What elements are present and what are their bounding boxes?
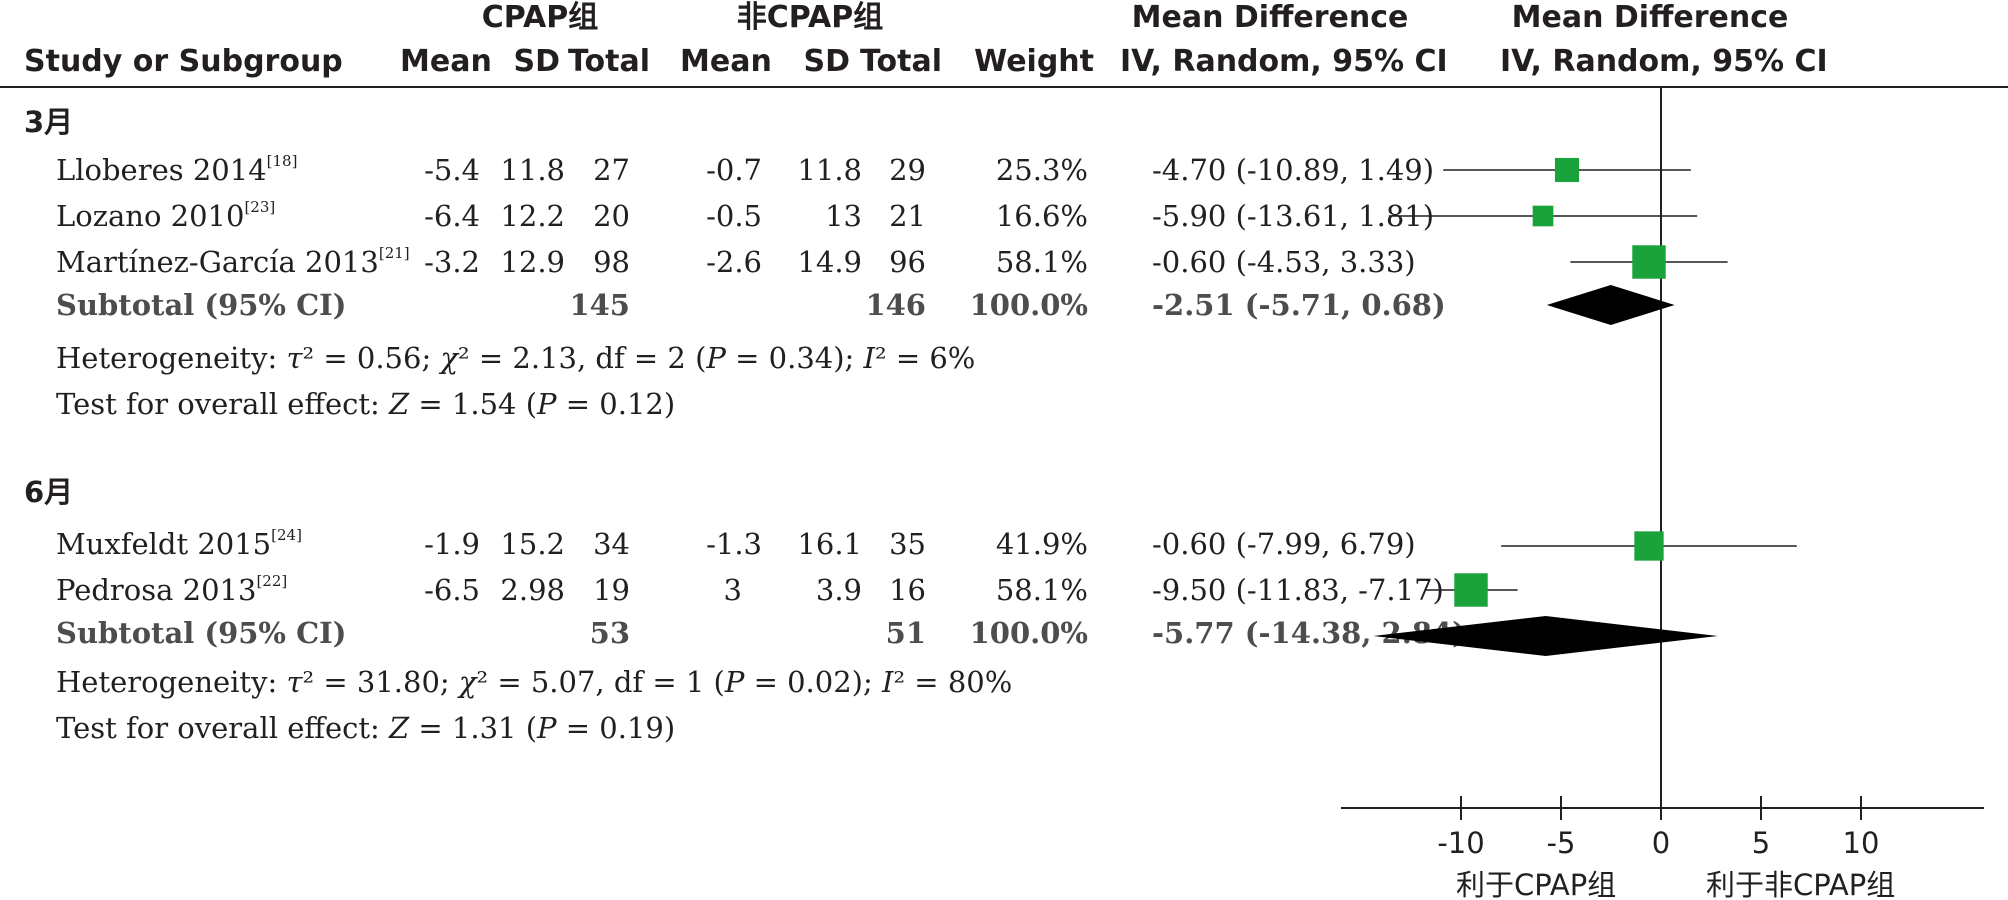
exp-mean: -1.9 <box>424 527 480 561</box>
exp-sd: 11.8 <box>500 153 565 187</box>
subtotal-label: Subtotal (95% CI) <box>56 616 347 650</box>
x-tick-label: 0 <box>1651 826 1671 860</box>
overall-effect-text: Test for overall effect: Z = 1.31 (P = 0… <box>56 711 676 745</box>
study-weight: 25.3% <box>995 153 1088 187</box>
study-ci: -9.50 (-11.83, -7.17) <box>1152 573 1444 607</box>
group-label: 3月 <box>24 105 74 139</box>
subtotal-ctrl-total: 51 <box>885 616 926 650</box>
ctrl-mean-header: Mean <box>680 44 772 79</box>
ctrl-total: 16 <box>889 573 926 607</box>
exp-mean: -6.4 <box>424 199 480 233</box>
md-method-header: IV, Random, 95% CI <box>1120 44 1448 79</box>
subtotal-ci: -2.51 (-5.71, 0.68) <box>1152 288 1446 322</box>
favours-left-label: 利于CPAP组 <box>1456 868 1617 900</box>
exp-mean-header: Mean <box>400 44 492 79</box>
heterogeneity-text: Heterogeneity: τ² = 31.80; χ² = 5.07, df… <box>56 665 1013 699</box>
exp-sd: 12.2 <box>500 199 565 233</box>
ctrl-sd-header: SD <box>803 44 850 79</box>
study-name: Muxfeldt 2015[24] <box>56 526 302 561</box>
exp-total: 98 <box>593 245 630 279</box>
study-column-header: Study or Subgroup <box>24 44 343 79</box>
exp-sd: 12.9 <box>500 245 565 279</box>
ctrl-total: 35 <box>889 527 926 561</box>
header-rule <box>0 86 2008 88</box>
x-tick-label: 5 <box>1751 826 1771 860</box>
subtotal-exp-total: 53 <box>589 616 630 650</box>
plot-column-title: Mean Difference <box>1511 0 1789 35</box>
exp-total: 27 <box>593 153 630 187</box>
ctrl-total: 21 <box>889 199 926 233</box>
exp-sd-header: SD <box>513 44 560 79</box>
study-weight: 16.6% <box>995 199 1088 233</box>
study-name: Lozano 2010[23] <box>56 198 276 233</box>
study-effect-square <box>1554 157 1580 183</box>
study-name: Pedrosa 2013[22] <box>56 572 288 607</box>
ctrl-mean: 3 <box>723 573 742 607</box>
study-weight: 58.1% <box>995 245 1088 279</box>
study-effect-square <box>1532 205 1554 227</box>
study-name: Martínez-García 2013[21] <box>56 244 410 279</box>
study-ci: -0.60 (-4.53, 3.33) <box>1152 245 1416 279</box>
exp-total: 20 <box>593 199 630 233</box>
ctrl-sd: 11.8 <box>797 153 862 187</box>
ctrl-mean: -0.5 <box>706 199 762 233</box>
subtotal-exp-total: 145 <box>569 288 630 322</box>
subtotal-weight: 100.0% <box>969 616 1088 650</box>
ctrl-mean: -2.6 <box>706 245 762 279</box>
md-column-title: Mean Difference <box>1131 0 1409 35</box>
subtotal-diamond <box>1546 285 1675 325</box>
study-ci: -5.90 (-13.61, 1.81) <box>1152 199 1435 233</box>
group-label: 6月 <box>24 475 74 509</box>
weight-header: Weight <box>974 44 1094 79</box>
group-exp-header: CPAP组 <box>481 0 599 35</box>
study-effect-square <box>1632 245 1666 279</box>
subtotal-weight: 100.0% <box>969 288 1088 322</box>
study-effect-square <box>1634 531 1664 561</box>
plot-method-header: IV, Random, 95% CI <box>1500 44 1828 79</box>
ctrl-mean: -1.3 <box>706 527 762 561</box>
exp-mean: -3.2 <box>424 245 480 279</box>
exp-mean: -6.5 <box>424 573 480 607</box>
study-weight: 41.9% <box>995 527 1088 561</box>
study-ci: -4.70 (-10.89, 1.49) <box>1152 153 1435 187</box>
ctrl-mean: -0.7 <box>706 153 762 187</box>
exp-sd: 15.2 <box>500 527 565 561</box>
ctrl-total-header: Total <box>860 44 942 79</box>
study-weight: 58.1% <box>995 573 1088 607</box>
x-tick-label: -5 <box>1546 826 1576 860</box>
subtotal-diamond <box>1373 616 1718 656</box>
exp-total-header: Total <box>568 44 650 79</box>
ctrl-total: 96 <box>889 245 926 279</box>
ctrl-sd: 16.1 <box>797 527 862 561</box>
subtotal-ctrl-total: 146 <box>865 288 926 322</box>
exp-sd: 2.98 <box>500 573 565 607</box>
subtotal-label: Subtotal (95% CI) <box>56 288 347 322</box>
ctrl-sd: 3.9 <box>815 573 862 607</box>
exp-mean: -5.4 <box>424 153 480 187</box>
favours-right-label: 利于非CPAP组 <box>1706 868 1896 900</box>
ctrl-sd: 14.9 <box>797 245 862 279</box>
ctrl-sd: 13 <box>825 199 862 233</box>
group-ctrl-header: 非CPAP组 <box>736 0 884 35</box>
study-name: Lloberes 2014[18] <box>56 152 298 187</box>
ctrl-total: 29 <box>889 153 926 187</box>
exp-total: 19 <box>593 573 630 607</box>
heterogeneity-text: Heterogeneity: τ² = 0.56; χ² = 2.13, df … <box>56 341 976 375</box>
exp-total: 34 <box>593 527 630 561</box>
study-ci: -0.60 (-7.99, 6.79) <box>1152 527 1416 561</box>
study-effect-square <box>1454 573 1488 607</box>
overall-effect-text: Test for overall effect: Z = 1.54 (P = 0… <box>56 387 676 421</box>
x-tick-label: -10 <box>1437 826 1485 860</box>
x-tick-label: 10 <box>1842 826 1880 860</box>
